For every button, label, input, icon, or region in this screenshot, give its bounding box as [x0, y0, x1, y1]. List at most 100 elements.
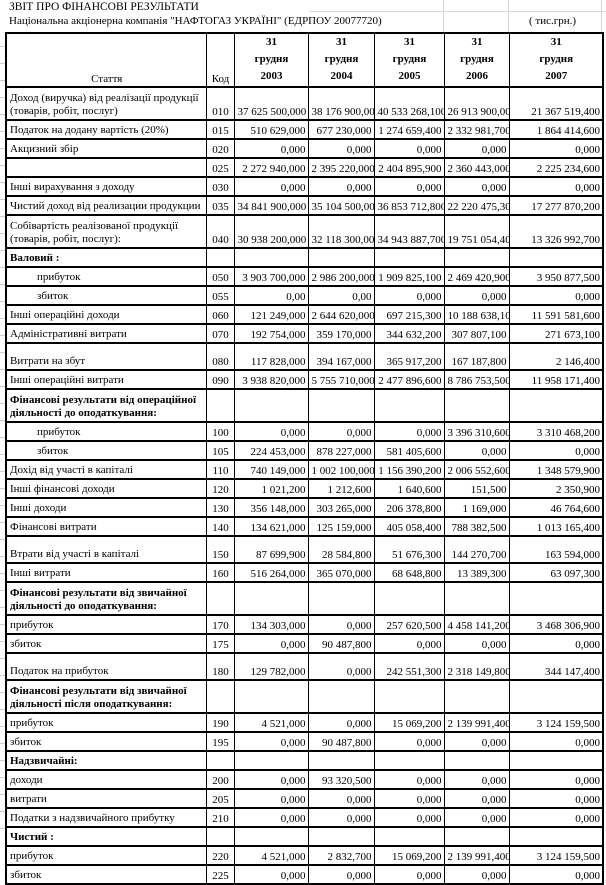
cell-value: 0,000: [443, 769, 510, 790]
row-code: 040: [205, 214, 235, 249]
cell-value: 134 621,000: [233, 516, 309, 537]
row-code: 225: [205, 864, 235, 885]
cell-value: 1 909 825,100: [373, 266, 445, 287]
table-row: збиток 225 0,000 0,000 0,000 0,000 0,000: [5, 864, 604, 885]
table-row: Чистий доход від реализации продукции 035…: [5, 195, 604, 216]
cell-value: 2 146,400: [508, 342, 604, 371]
table-row: збиток 105 224 453,000 878 227,000 581 405,6…: [5, 440, 604, 461]
year-header-month: грудня: [460, 53, 494, 65]
cell-value: 0,000: [443, 138, 510, 159]
cell-value: 206 378,800: [373, 497, 445, 518]
table-row: Інші вирахування з доходу 030 0,000 0,000 0,…: [5, 176, 604, 197]
table-row: Адміністративні витрати 070 192 754,000 359…: [5, 323, 604, 344]
cell-value: 0,000: [373, 731, 445, 752]
cell-value: 257 620,500: [373, 614, 445, 635]
row-code: [205, 826, 235, 847]
cell-value: [443, 826, 510, 847]
cell-value: 40 533 268,100: [373, 86, 445, 121]
cell-value: 2 986 200,000: [307, 266, 375, 287]
row-label: прибуток: [5, 614, 207, 635]
table-row: витрати 205 0,000 0,000 0,000 0,000 0,000: [5, 788, 604, 809]
table-row: Податки з надзвичайного прибутку 210 0,000…: [5, 807, 604, 828]
cell-value: 0,00: [233, 285, 309, 306]
cell-value: 0,000: [508, 807, 604, 828]
row-code: [205, 750, 235, 771]
cell-value: 0,000: [233, 176, 309, 197]
row-label: прибуток: [5, 266, 207, 287]
row-code: 010: [205, 86, 235, 121]
row-code: 015: [205, 119, 235, 140]
cell-value: 28 584,800: [307, 535, 375, 564]
cell-value: 68 648,800: [373, 562, 445, 583]
cell-value: 1 021,200: [233, 478, 309, 499]
cell-value: 0,000: [443, 176, 510, 197]
row-code: 175: [205, 633, 235, 654]
cell-value: 0,000: [307, 421, 375, 442]
cell-value: 151,500: [443, 478, 510, 499]
row-code: 210: [205, 807, 235, 828]
cell-value: 3 310 468,200: [508, 421, 604, 442]
cell-value: 0,000: [508, 864, 604, 885]
cell-value: [307, 679, 375, 714]
column-header-year-2006: 31 грудня 2006: [443, 32, 510, 88]
row-code: 170: [205, 614, 235, 635]
cell-value: 0,000: [508, 633, 604, 654]
cell-value: 125 159,000: [307, 516, 375, 537]
section-label: Надзвичайні:: [5, 750, 207, 771]
row-label: Інші операційні витрати: [5, 369, 207, 390]
cell-value: [508, 750, 604, 771]
cell-value: 38 176 900,000: [307, 86, 375, 121]
cell-value: 405 058,400: [373, 516, 445, 537]
cell-value: [233, 388, 309, 423]
year-header-year: 2003: [260, 70, 283, 82]
cell-value: 2 272 940,000: [233, 157, 309, 178]
table-row: Інші фінансові доходи 120 1 021,200 1 212,6…: [5, 478, 604, 499]
cell-value: 0,000: [233, 788, 309, 809]
cell-value: 0,000: [373, 421, 445, 442]
cell-value: 10 188 638,100: [443, 304, 510, 325]
cell-value: 34 943 887,700: [373, 214, 445, 249]
row-code: 105: [205, 440, 235, 461]
cell-value: 3 938 820,000: [233, 369, 309, 390]
year-header-year: 2006: [466, 70, 488, 82]
row-code: 055: [205, 285, 235, 306]
section-row: Надзвичайні:: [5, 750, 604, 771]
row-code: 205: [205, 788, 235, 809]
cell-value: [373, 388, 445, 423]
row-label: збиток: [5, 864, 207, 885]
cell-value: 3 124 159,500: [508, 845, 604, 866]
table-row: Податок на додану вартість (20%) 015 510 6…: [5, 119, 604, 140]
cell-value: 365 917,200: [373, 342, 445, 371]
row-code: [205, 388, 235, 423]
cell-value: 0,000: [443, 633, 510, 654]
spreadsheet-gridlines-left: [0, 30, 5, 829]
cell-value: 0,000: [373, 807, 445, 828]
year-header-day: 31: [471, 36, 483, 48]
cell-value: [443, 388, 510, 423]
row-label: Доход (виручка) від реалізації продукції…: [5, 86, 207, 121]
row-label: Адміністративні витрати: [5, 323, 207, 344]
cell-value: [307, 247, 375, 268]
cell-value: 134 303,000: [233, 614, 309, 635]
table-row: Дохід від участі в капіталі 110 740 149,00…: [5, 459, 604, 480]
cell-value: 242 551,300: [373, 652, 445, 681]
cell-value: 5 755 710,000: [307, 369, 375, 390]
table-row: Акцизний збір 020 0,000 0,000 0,000 0,000 0,00…: [5, 138, 604, 159]
table-row: збиток 175 0,000 90 487,800 0,000 0,000 0,000: [5, 633, 604, 654]
section-row: Фінансові результати від звичайної діяль…: [5, 679, 604, 714]
section-label: Фінансові результати від звичайної діяль…: [5, 581, 207, 616]
section-label: Чистий :: [5, 826, 207, 847]
row-label: Фінансові витрати: [5, 516, 207, 537]
row-label: збиток: [5, 440, 207, 461]
cell-value: 8 786 753,500: [443, 369, 510, 390]
spreadsheet-gridline: [310, 11, 606, 12]
cell-value: [443, 750, 510, 771]
section-row: Чистий :: [5, 826, 604, 847]
cell-value: [307, 388, 375, 423]
table-row: прибуток 220 4 521,000 2 832,700 15 069,200 2…: [5, 845, 604, 866]
table-row: прибуток 190 4 521,000 0,000 15 069,200 2 139…: [5, 712, 604, 733]
cell-value: 0,000: [307, 138, 375, 159]
row-code: [205, 581, 235, 616]
cell-value: [373, 581, 445, 616]
cell-value: [443, 581, 510, 616]
